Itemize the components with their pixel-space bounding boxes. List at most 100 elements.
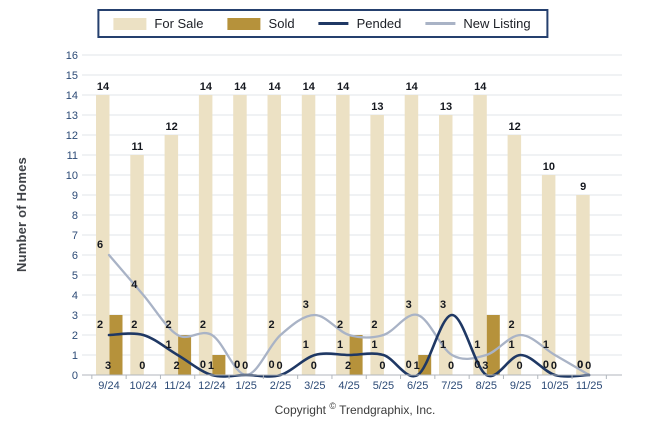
legend-item-for-sale: For Sale: [113, 16, 204, 31]
for-sale-bar: [164, 135, 179, 375]
new-listing-line: [107, 253, 591, 377]
new-listing-value-label: 2: [200, 319, 206, 331]
for-sale-value-label: 14: [97, 81, 110, 93]
new-listing-value-label: 1: [543, 339, 549, 351]
new-listing-value-label: 2: [166, 319, 172, 331]
for-sale-bar: [576, 195, 590, 375]
x-tick-label: 3/25: [304, 380, 325, 392]
x-tick-label: 1/25: [235, 380, 256, 392]
for-sale-bar: [336, 95, 350, 375]
y-tick-label: 4: [72, 290, 78, 302]
sold-swatch-icon: [227, 17, 261, 30]
new-listing-value-label: 3: [406, 299, 412, 311]
sold-value-label: 2: [345, 360, 351, 372]
new-listing-value-label: 2: [268, 319, 274, 331]
legend-label-pended: Pended: [356, 16, 402, 31]
for-sale-bar: [301, 95, 316, 375]
for-sale-bar: [96, 95, 110, 375]
legend-item-new-listing: New Listing: [425, 16, 531, 31]
y-tick-label: 8: [72, 210, 78, 222]
sold-value-label: 1: [414, 360, 420, 372]
pended-value-label: 1: [166, 339, 172, 351]
new-listing-value-label: 3: [303, 299, 309, 311]
sold-value-label: 3: [482, 360, 488, 372]
new-listing-value-label: 2: [371, 319, 377, 331]
sold-value-label: 0: [139, 360, 145, 372]
x-tick-label: 12/24: [198, 380, 226, 392]
legend-label-for-sale: For Sale: [154, 16, 204, 31]
x-tick-label: 10/25: [541, 380, 569, 392]
copyright-word: Copyright: [274, 403, 326, 417]
new-listing-value-label: 0: [577, 359, 583, 371]
for-sale-value-label: 14: [268, 81, 281, 93]
x-tick-label: 9/24: [98, 380, 119, 392]
x-tick-label: 11/24: [164, 380, 191, 392]
sold-value-label: 0: [276, 360, 282, 372]
copyright-symbol-icon: ©: [329, 401, 336, 411]
for-sale-bar: [507, 135, 522, 375]
new-listing-value-label: 6: [97, 239, 103, 251]
for-sale-value-label: 14: [200, 81, 213, 93]
pended-line-swatch-icon: [318, 22, 349, 25]
copyright-text: Copyright © Trendgraphix, Inc.: [88, 401, 622, 417]
y-tick-label: 0: [72, 370, 78, 382]
pended-value-label: 1: [371, 339, 377, 351]
pended-line: [107, 313, 591, 378]
y-tick-label: 15: [66, 70, 78, 82]
sold-value-label: 0: [379, 360, 385, 372]
y-tick-label: 14: [66, 90, 78, 102]
x-tick-label: 5/25: [373, 380, 394, 392]
sold-value-label: 1: [208, 360, 214, 372]
sold-bar: [486, 315, 500, 375]
new-listing-value-label: 2: [337, 319, 343, 331]
y-tick-label: 5: [72, 270, 78, 282]
y-tick-label: 6: [72, 250, 78, 262]
pended-value-label: 0: [543, 359, 549, 371]
pended-value-label: 0: [268, 359, 274, 371]
y-tick-label: 12: [66, 130, 78, 142]
y-tick-label: 13: [66, 110, 78, 122]
pended-value-label: 0: [474, 359, 480, 371]
for-sale-value-label: 9: [580, 181, 586, 193]
for-sale-value-label: 13: [371, 101, 383, 113]
for-sale-swatch-icon: [113, 17, 147, 30]
new-listing-value-label: 2: [509, 319, 515, 331]
pended-value-label: 0: [234, 359, 240, 371]
new-listing-value-label: 1: [474, 339, 480, 351]
y-tick-label: 3: [72, 310, 78, 322]
sold-value-label: 2: [174, 360, 180, 372]
for-sale-bar: [439, 115, 453, 375]
sold-bar: [212, 355, 226, 375]
x-tick-label: 6/25: [407, 380, 428, 392]
x-tick-label: 10/24: [130, 380, 158, 392]
legend-label-new-listing: New Listing: [463, 16, 531, 31]
y-tick-label: 7: [72, 230, 78, 242]
y-tick-label: 9: [72, 190, 78, 202]
pended-value-label: 0: [406, 359, 412, 371]
x-tick-label: 8/25: [476, 380, 497, 392]
pended-value-label: 1: [303, 339, 309, 351]
x-tick-label: 7/25: [441, 380, 462, 392]
sold-value-label: 0: [311, 360, 317, 372]
for-sale-bar: [267, 95, 281, 375]
pended-value-label: 2: [97, 319, 103, 331]
pended-value-label: 0: [200, 359, 206, 371]
y-tick-label: 10: [66, 170, 78, 182]
pended-value-label: 0: [577, 359, 583, 371]
for-sale-value-label: 14: [234, 81, 247, 93]
y-tick-label: 16: [66, 50, 78, 62]
sold-value-label: 0: [448, 360, 454, 372]
x-tick-label: 4/25: [338, 380, 359, 392]
sold-value-label: 0: [585, 360, 591, 372]
sold-value-label: 0: [242, 360, 248, 372]
new-listing-value-label: 0: [234, 359, 240, 371]
for-sale-value-label: 14: [406, 81, 419, 93]
for-sale-bar: [130, 155, 144, 375]
for-sale-value-label: 11: [131, 141, 143, 153]
pended-value-label: 1: [509, 339, 515, 351]
new-listing-value-label: 1: [440, 339, 446, 351]
legend-item-pended: Pended: [318, 16, 402, 31]
sold-bar: [109, 315, 123, 375]
